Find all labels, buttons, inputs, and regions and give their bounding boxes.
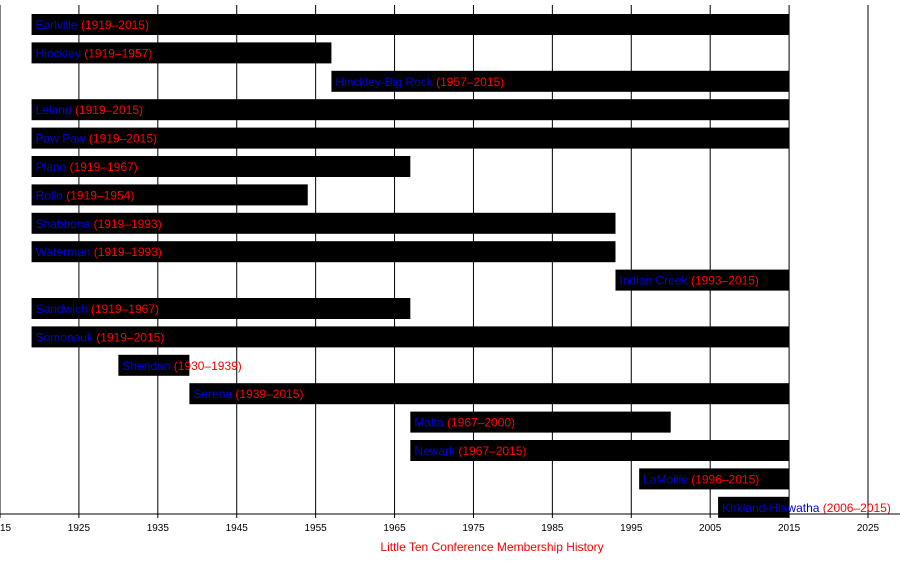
bar-paw-paw [31,127,790,149]
team-name: Sheridan [122,359,170,373]
team-name: Hinckley [36,46,81,60]
bar-label-leland: Leland (1919–2015) [36,103,143,117]
bar-hinckley-big-rock [331,70,790,92]
x-axis-title: Little Ten Conference Membership History [380,540,603,554]
membership-years: (1919–2015) [93,330,164,344]
bar-malta [410,411,671,433]
team-name: Leland [36,103,72,117]
bar-label-somonauk: Somonauk (1919–2015) [36,330,165,344]
bar-label-plano: Plano (1919–1967) [36,160,138,174]
bar-sheridan [118,354,190,376]
team-name: Rollo [36,188,64,202]
team-name: Serena [193,387,232,401]
membership-years: (1919–2015) [78,18,149,32]
bar-labels: Earlville (1919–2015) Hinckley (1919–1957… [36,18,891,515]
membership-years: (1919–1954) [63,188,134,202]
bar-label-hinckley-big-rock: Hinckley-Big Rock (1957–2015) [335,75,504,89]
bar-rollo [31,184,308,206]
bar-sandwich [31,298,411,319]
membership-years: (1919–1967) [66,160,137,174]
membership-years: (1919–2015) [86,132,157,146]
bar-label-kirkland-hiawatha: Kirkland-Hiawatha (2006–2015) [722,501,891,515]
x-tick-label-1995: 1995 [620,523,643,534]
team-name: Newark [414,444,456,458]
x-tick-label-2015: 2015 [778,523,801,534]
bar-serena [189,383,790,405]
bar-kirkland-hiawatha [718,496,790,518]
membership-years: (1967–2015) [455,444,526,458]
team-name: Kirkland-Hiawatha [722,501,820,515]
membership-years: (1919–2015) [72,103,143,117]
x-tick-label-1955: 1955 [305,523,328,534]
membership-years: (1939–2015) [232,387,303,401]
membership-years: (1993–2015) [688,274,759,288]
team-name: Malta [414,416,444,430]
x-tick-label-1935: 1935 [147,523,170,534]
bar-newark [410,440,790,461]
bar-label-rollo: Rollo (1919–1954) [36,188,135,202]
bar-lamoille [639,468,790,490]
membership-years: (1919–1967) [88,302,159,316]
membership-years: (1957–2015) [433,75,504,89]
bar-indian-creek [615,269,790,291]
team-name: Somonauk [36,330,94,344]
x-tick-label-1965: 1965 [383,523,406,534]
bar-somonauk [31,326,790,348]
team-name: Plano [36,160,67,174]
x-tick-label-1985: 1985 [541,523,564,534]
bar-shabbona [31,212,616,234]
team-name: Earlville [36,18,78,32]
membership-years: (1996–2015) [688,472,759,486]
x-tick-label-1925: 1925 [68,523,91,534]
team-name: Sandwich [36,302,88,316]
bar-label-serena: Serena (1939–2015) [193,387,303,401]
x-tick-label-1915: 1915 [0,523,12,534]
bar-leland [31,99,790,121]
x-tick-label-2005: 2005 [699,523,722,534]
bar-label-paw-paw: Paw Paw (1919–2015) [36,132,157,146]
bar-plano [31,156,411,177]
membership-years: (1919–1993) [90,217,161,231]
membership-years: (1967–2000) [444,416,515,430]
bar-label-indian-creek: Indian Creek (1993–2015) [619,274,758,288]
team-name: LaMoille [643,472,688,486]
bar-label-waterman: Waterman (1919–1993) [36,245,162,259]
x-tick-label-1975: 1975 [462,523,485,534]
membership-bars [31,14,790,518]
membership-years: (2006–2015) [819,501,890,515]
bar-label-newark: Newark (1967–2015) [414,444,526,458]
x-axis: 1915 1925 1935 1945 1955 1965 1975 1985 1995 2005… [0,513,900,534]
membership-years: (1919–1993) [90,245,161,259]
team-name: Waterman [36,245,91,259]
x-tick-label-1945: 1945 [226,523,249,534]
bar-earlville [31,14,790,35]
bar-label-earlville: Earlville (1919–2015) [36,18,149,32]
team-name: Indian Creek [619,274,688,288]
bar-waterman [31,241,616,263]
bar-label-shabbona: Shabbona (1919–1993) [36,217,162,231]
bar-label-hinckley: Hinckley (1919–1957) [36,46,153,60]
team-name: Paw Paw [36,132,86,146]
team-name: Hinckley-Big Rock [335,75,433,89]
bar-hinckley [31,42,332,64]
team-name: Shabbona [36,217,91,231]
bar-label-lamoille: LaMoille (1996–2015) [643,472,759,486]
membership-years: (1930–1939) [170,359,241,373]
bar-label-sandwich: Sandwich (1919–1967) [36,302,159,316]
membership-years: (1919–1957) [81,46,152,60]
x-tick-label-2025: 2025 [857,523,880,534]
bar-label-malta: Malta (1967–2000) [414,416,515,430]
bar-label-sheridan: Sheridan (1930–1939) [122,359,241,373]
